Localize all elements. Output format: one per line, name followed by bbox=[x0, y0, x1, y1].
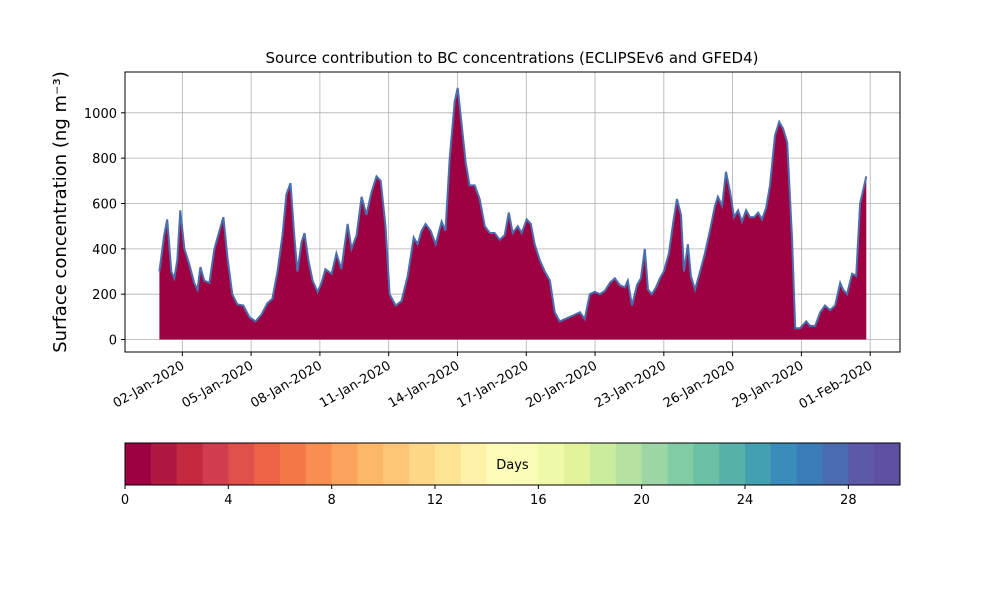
area-outline bbox=[158, 87, 868, 330]
colorbar-swatch bbox=[460, 443, 488, 485]
colorbar-swatch bbox=[486, 443, 513, 485]
colorbar-swatch bbox=[641, 443, 668, 485]
colorbar-tick-label: 12 bbox=[427, 493, 444, 508]
colorbar-swatch bbox=[822, 443, 849, 485]
x-tick-label: 11-Jan-2020 bbox=[317, 358, 394, 411]
colorbar-swatch bbox=[770, 443, 798, 485]
colorbar-tick-label: 20 bbox=[633, 493, 650, 508]
x-tick-label: 01-Feb-2020 bbox=[797, 358, 876, 412]
colorbar-label: Days bbox=[496, 458, 529, 473]
colorbar-frame bbox=[124, 442, 901, 486]
colorbar-tick-label: 24 bbox=[737, 493, 754, 508]
colorbar-swatch bbox=[150, 443, 178, 485]
x-tick-label: 05-Jan-2020 bbox=[180, 358, 257, 411]
x-tick-label: 20-Jan-2020 bbox=[523, 358, 600, 411]
colorbar-swatch bbox=[202, 443, 229, 485]
colorbar-swatch bbox=[693, 443, 720, 485]
colorbar-swatch bbox=[305, 443, 333, 485]
y-tick-label: 400 bbox=[92, 243, 117, 258]
x-tick-label: 17-Jan-2020 bbox=[455, 358, 532, 411]
colorbar-swatch bbox=[254, 443, 281, 485]
colorbar-tick-label: 28 bbox=[840, 493, 857, 508]
colorbar-swatch bbox=[409, 443, 436, 485]
y-tick-label: 800 bbox=[92, 152, 117, 167]
colorbar-tick-label: 16 bbox=[530, 493, 547, 508]
x-tick-label: 23-Jan-2020 bbox=[592, 358, 669, 411]
colorbar-swatch bbox=[590, 443, 617, 485]
colorbar-swatch bbox=[874, 443, 901, 485]
x-tick-label: 26-Jan-2020 bbox=[661, 358, 738, 411]
colorbar-tick-label: 8 bbox=[328, 493, 336, 508]
colorbar-swatch bbox=[745, 443, 772, 485]
y-axis-label: Surface concentration (ng m⁻³) bbox=[50, 71, 71, 353]
colorbar-swatch bbox=[383, 443, 410, 485]
colorbar-swatch bbox=[667, 443, 694, 485]
x-tick-label: 29-Jan-2020 bbox=[730, 358, 807, 411]
colorbar-swatch bbox=[564, 443, 591, 485]
chart-title: Source contribution to BC concentrations… bbox=[265, 49, 758, 67]
colorbar-swatch bbox=[615, 443, 643, 485]
x-tick-label: 02-Jan-2020 bbox=[111, 358, 188, 411]
colorbar-tick-label: 4 bbox=[224, 493, 232, 508]
colorbar-tick-label: 0 bbox=[121, 493, 129, 508]
colorbar-swatch bbox=[512, 443, 539, 485]
colorbar-swatch bbox=[538, 443, 565, 485]
y-tick-label: 1000 bbox=[84, 107, 117, 122]
y-tick-label: 600 bbox=[92, 197, 117, 212]
x-tick-label: 14-Jan-2020 bbox=[386, 358, 463, 411]
colorbar-swatch bbox=[719, 443, 746, 485]
colorbar-swatch bbox=[176, 443, 203, 485]
plot-frame bbox=[124, 71, 901, 353]
colorbar-swatch bbox=[357, 443, 384, 485]
area bbox=[159, 87, 867, 340]
colorbar-swatch bbox=[435, 443, 462, 485]
colorbar-swatch bbox=[796, 443, 823, 485]
colorbar-swatch bbox=[280, 443, 307, 485]
colorbar-swatch bbox=[228, 443, 255, 485]
colorbar-swatch bbox=[125, 443, 152, 485]
y-tick-label: 0 bbox=[109, 334, 117, 349]
colorbar-swatch bbox=[848, 443, 875, 485]
x-tick-label: 08-Jan-2020 bbox=[248, 358, 325, 411]
y-tick-label: 200 bbox=[92, 288, 117, 303]
colorbar-swatch bbox=[331, 443, 358, 485]
